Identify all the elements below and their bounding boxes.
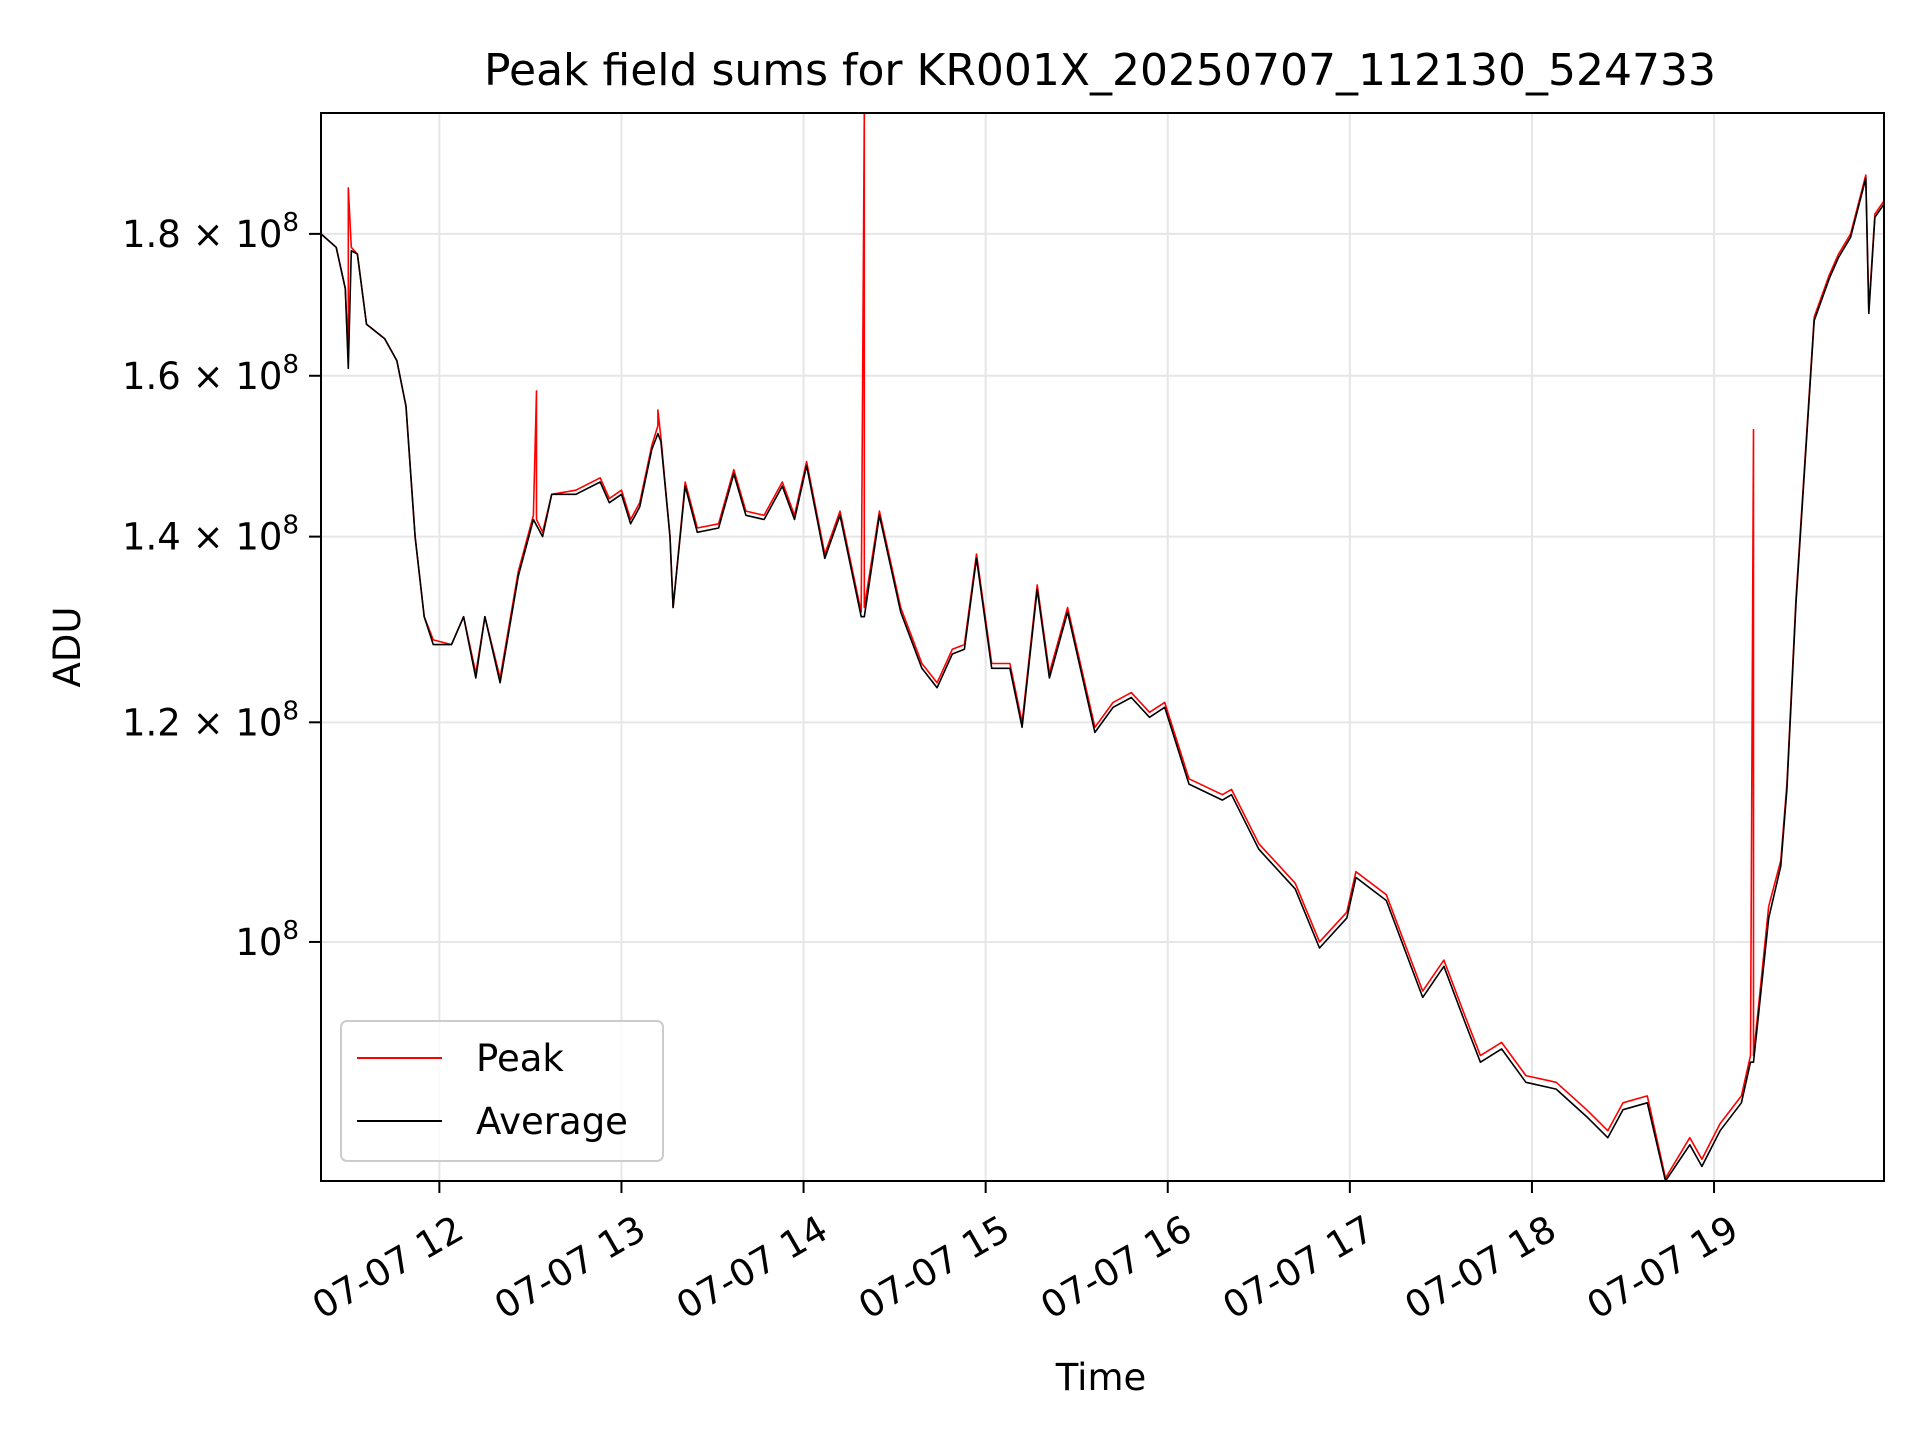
plot-frame (320, 112, 1885, 1182)
legend-label-average: Average (476, 1100, 628, 1143)
legend-label-peak: Peak (476, 1037, 564, 1080)
series-layer (321, 113, 1884, 1181)
legend-box (340, 1020, 664, 1162)
y-tick-label: 108 (235, 916, 299, 964)
y-tick-label: 1.6 × 108 (122, 350, 299, 398)
y-axis-label: ADU (46, 607, 89, 688)
chart-title: Peak field sums for KR001X_20250707_1121… (484, 45, 1716, 96)
y-tick-label: 1.2 × 108 (122, 696, 299, 744)
x-axis-label: Time (1055, 1356, 1147, 1399)
series-line-peak (321, 113, 1884, 1179)
y-axis: 108 1.2 × 108 1.4 × 108 1.6 × 108 1.8 × 108 (122, 208, 321, 964)
y-tick-label: 1.4 × 108 (122, 511, 299, 559)
legend: Peak Average (340, 1020, 664, 1162)
y-tick-label: 1.8 × 108 (122, 208, 299, 256)
series-line-average (321, 177, 1884, 1181)
